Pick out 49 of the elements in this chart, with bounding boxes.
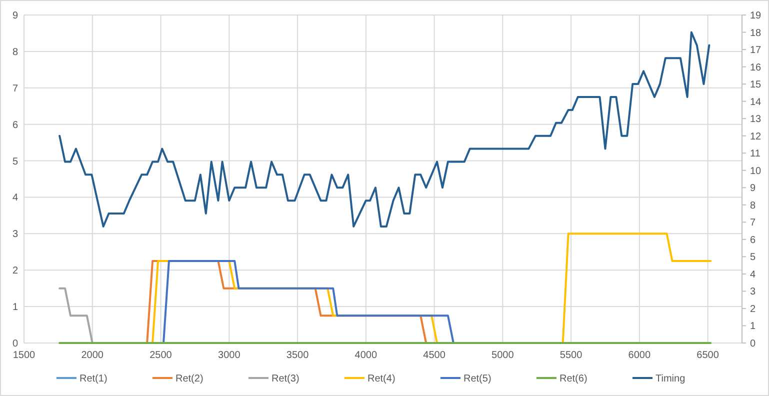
- y2-tick-label: 9: [750, 183, 756, 194]
- y-tick-label: 0: [12, 338, 18, 350]
- y-tick-label: 8: [12, 46, 18, 58]
- y2-tick-label: 13: [750, 114, 762, 126]
- y2-tick-label: 7: [750, 218, 756, 229]
- x-tick-label: 5500: [560, 350, 583, 361]
- y2-tick-label: 19: [750, 10, 762, 22]
- x-tick-label: 1500: [12, 350, 36, 361]
- y-tick-label: 9: [12, 10, 18, 22]
- legend-label: Ret(3): [272, 374, 300, 384]
- x-tick-label: 6500: [696, 350, 720, 361]
- line-series: [58, 31, 710, 228]
- y2-tick-label: 4: [750, 269, 756, 280]
- x-tick-label: 4500: [423, 350, 446, 361]
- y2-tick-label: 6: [750, 234, 756, 246]
- y2-tick-label: 1: [750, 321, 756, 332]
- y2-tick-label: 3: [750, 286, 756, 298]
- x-tick-label: 5000: [492, 350, 514, 361]
- y2-tick-label: 8: [750, 200, 756, 212]
- y-tick-label: 1: [12, 302, 18, 314]
- legend-label: Timing: [656, 374, 686, 384]
- legend-label: Ret(5): [464, 374, 492, 384]
- legend-label: Ret(2): [176, 374, 204, 384]
- y-tick-label: 6: [12, 120, 18, 131]
- y2-tick-label: 0: [750, 338, 756, 350]
- legend-label: Ret(6): [560, 374, 588, 384]
- y-tick-label: 3: [12, 229, 18, 240]
- y-tick-label: 7: [12, 83, 18, 94]
- y2-tick-label: 12: [750, 131, 762, 142]
- y2-tick-label: 2: [750, 304, 756, 315]
- y2-tick-label: 10: [750, 166, 762, 177]
- x-tick-label: 3500: [286, 350, 310, 361]
- y2-tick-label: 18: [750, 28, 762, 39]
- y2-tick-label: 14: [750, 96, 762, 108]
- x-tick-label: 3000: [218, 350, 241, 361]
- y2-tick-label: 5: [750, 252, 756, 264]
- y2-tick-label: 11: [750, 148, 761, 160]
- x-tick-label: 2000: [81, 350, 104, 361]
- y-tick-label: 5: [12, 156, 18, 168]
- y2-tick-label: 17: [750, 45, 762, 56]
- legend-label: Ret(1): [80, 374, 108, 384]
- y2-tick-label: 15: [750, 80, 762, 91]
- x-tick-label: 6000: [628, 350, 651, 361]
- x-tick-label: 2500: [150, 350, 172, 361]
- y2-tick-label: 16: [750, 62, 762, 74]
- x-tick-label: 4000: [354, 350, 378, 361]
- y-tick-label: 2: [12, 266, 18, 277]
- y-tick-label: 4: [12, 192, 18, 204]
- legend-label: Ret(4): [368, 374, 396, 384]
